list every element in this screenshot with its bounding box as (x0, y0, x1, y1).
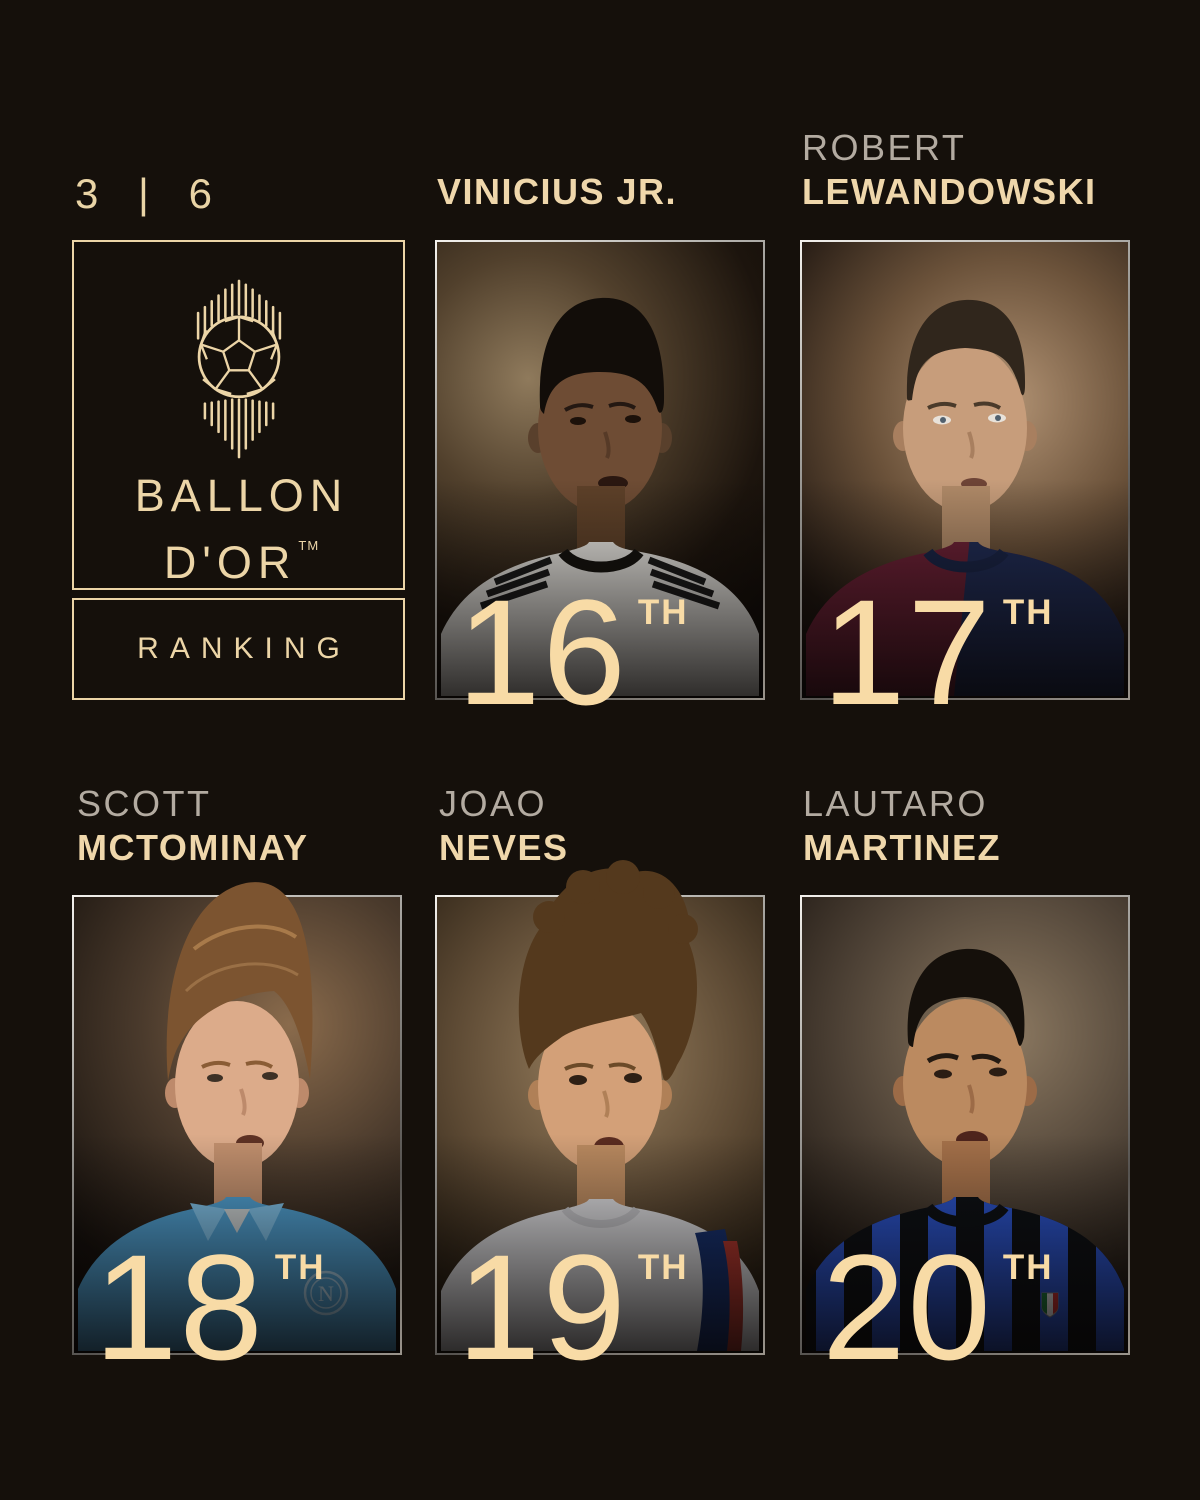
wordmark-line2: D'OR (163, 537, 297, 588)
scudetto-badge (1041, 1292, 1059, 1318)
rank-digits: 16 (457, 568, 628, 736)
player-photo-neves (437, 860, 763, 1353)
player-card-neves (435, 860, 765, 1355)
player-card-vinicius (435, 240, 765, 700)
martinez-portrait-illustration (806, 948, 1124, 1351)
player-last-name: LEWANDOWSKI (802, 171, 1097, 212)
player-photo-vinicius (437, 242, 763, 698)
player-photo-martinez (802, 897, 1128, 1353)
pagination: 3 | 6 (75, 170, 226, 217)
ballon-dor-logo-box: BALLON D'OR TM RANKING (72, 240, 405, 700)
ballon-dor-ball-emblem-icon (196, 279, 281, 459)
player-first-name: LAUTARO (803, 783, 988, 824)
rank-digits: 19 (457, 1223, 628, 1391)
lewandowski-portrait-illustration (806, 299, 1124, 696)
player-last-name: MARTINEZ (803, 827, 1001, 868)
vinicius-portrait-illustration (441, 297, 759, 696)
player-first-name: ROBERT (802, 127, 967, 168)
player-name-vinicius: VINICIUS JR. (437, 170, 677, 214)
player-card-martinez (800, 895, 1130, 1355)
rank-suffix: TH (1002, 1248, 1054, 1287)
rank-digits: 18 (94, 1223, 265, 1391)
player-first-name: SCOTT (77, 783, 212, 824)
player-photo-lewandowski (802, 242, 1128, 698)
player-name-lewandowski: ROBERT LEWANDOWSKI (802, 126, 1096, 214)
ballon-dor-logo-panel: BALLON D'OR TM (72, 240, 405, 590)
player-last-name: VINICIUS JR. (437, 171, 678, 212)
rank-suffix: TH (1002, 593, 1054, 632)
ranking-label: RANKING (137, 632, 351, 665)
rank-suffix: TH (274, 1248, 326, 1287)
rank-number-16: 16 TH (457, 577, 689, 768)
player-first-name: JOAO (439, 783, 548, 824)
player-last-name: MCTOMINAY (77, 827, 309, 868)
rank-number-18: 18 TH (94, 1232, 326, 1423)
rank-digits: 20 (822, 1223, 993, 1391)
rank-digits: 17 (822, 568, 993, 736)
neves-portrait-illustration (441, 860, 759, 1351)
svg-text:N: N (318, 1281, 334, 1306)
trademark-superscript: TM (298, 538, 320, 553)
player-card-lewandowski (800, 240, 1130, 700)
wordmark-line1: BALLON (134, 470, 349, 521)
player-last-name: NEVES (439, 827, 569, 868)
rank-suffix: TH (637, 593, 689, 632)
ballon-dor-wordmark: BALLON D'OR TM (129, 471, 349, 588)
rank-number-17: 17 TH (822, 577, 1054, 768)
rank-number-19: 19 TH (457, 1232, 689, 1423)
rank-number-20: 20 TH (822, 1232, 1054, 1423)
mctominay-portrait-illustration: N (78, 882, 396, 1351)
player-card-mctominay: N (72, 882, 402, 1355)
player-name-mctominay: SCOTT MCTOMINAY (77, 782, 309, 870)
player-photo-mctominay: N (74, 882, 400, 1353)
rank-suffix: TH (637, 1248, 689, 1287)
ranking-banner: RANKING (72, 598, 405, 700)
player-name-neves: JOAO NEVES (439, 782, 569, 870)
player-name-martinez: LAUTARO MARTINEZ (803, 782, 1001, 870)
